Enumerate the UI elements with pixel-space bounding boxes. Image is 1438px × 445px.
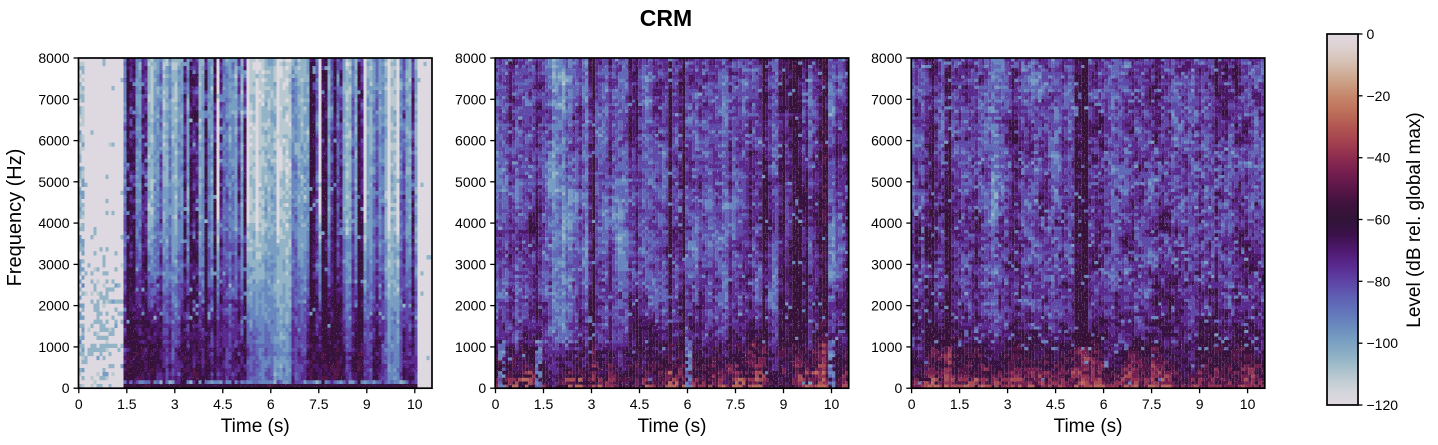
svg-text:2000: 2000 [38, 298, 69, 314]
svg-text:7.5: 7.5 [309, 396, 329, 412]
svg-text:9: 9 [780, 396, 788, 412]
svg-text:7.5: 7.5 [726, 396, 746, 412]
svg-text:7.5: 7.5 [1142, 396, 1162, 412]
svg-text:−80: −80 [1367, 273, 1391, 289]
svg-text:3000: 3000 [455, 256, 486, 272]
svg-text:2000: 2000 [871, 298, 902, 314]
svg-text:5000: 5000 [871, 174, 902, 190]
svg-text:8000: 8000 [38, 50, 69, 66]
svg-text:0: 0 [1367, 26, 1375, 42]
svg-text:−60: −60 [1367, 212, 1391, 228]
svg-text:1000: 1000 [38, 339, 69, 355]
svg-text:6: 6 [1100, 396, 1108, 412]
svg-text:Time (s): Time (s) [637, 416, 706, 437]
svg-text:4.5: 4.5 [630, 396, 650, 412]
svg-text:4000: 4000 [871, 215, 902, 231]
svg-text:9: 9 [1196, 396, 1204, 412]
svg-text:7000: 7000 [38, 91, 69, 107]
svg-text:6000: 6000 [455, 133, 486, 149]
svg-text:3: 3 [588, 396, 596, 412]
svg-text:0: 0 [908, 396, 916, 412]
svg-text:Level (dB rel. global max): Level (dB rel. global max) [1404, 112, 1425, 327]
svg-text:−100: −100 [1367, 335, 1399, 351]
svg-text:Frequency (Hz): Frequency (Hz) [4, 149, 26, 287]
svg-text:9: 9 [363, 396, 371, 412]
svg-text:−120: −120 [1367, 397, 1399, 413]
svg-text:4000: 4000 [38, 215, 69, 231]
svg-text:0: 0 [492, 396, 500, 412]
svg-text:8000: 8000 [871, 50, 902, 66]
svg-text:6: 6 [267, 396, 275, 412]
svg-text:Time (s): Time (s) [221, 416, 290, 437]
svg-text:1000: 1000 [455, 339, 486, 355]
svg-text:−20: −20 [1367, 88, 1391, 104]
svg-text:10: 10 [824, 396, 840, 412]
svg-text:3: 3 [1004, 396, 1012, 412]
svg-text:6000: 6000 [38, 133, 69, 149]
svg-text:1.5: 1.5 [117, 396, 137, 412]
svg-text:CRM: CRM [640, 5, 692, 31]
svg-text:3000: 3000 [871, 256, 902, 272]
svg-text:5000: 5000 [38, 174, 69, 190]
svg-text:0: 0 [75, 396, 83, 412]
svg-text:7000: 7000 [871, 91, 902, 107]
svg-text:−40: −40 [1367, 150, 1391, 166]
svg-text:3: 3 [171, 396, 179, 412]
svg-text:10: 10 [407, 396, 423, 412]
svg-text:0: 0 [478, 380, 486, 396]
svg-text:1.5: 1.5 [950, 396, 970, 412]
svg-text:10: 10 [1240, 396, 1256, 412]
svg-text:3000: 3000 [38, 256, 69, 272]
svg-text:0: 0 [895, 380, 903, 396]
svg-text:1000: 1000 [871, 339, 902, 355]
svg-text:7000: 7000 [455, 91, 486, 107]
svg-text:8000: 8000 [455, 50, 486, 66]
svg-text:4.5: 4.5 [1046, 396, 1066, 412]
svg-text:0: 0 [62, 380, 70, 396]
svg-text:5000: 5000 [455, 174, 486, 190]
svg-text:2000: 2000 [455, 298, 486, 314]
svg-text:6: 6 [684, 396, 692, 412]
svg-text:4000: 4000 [455, 215, 486, 231]
svg-text:Time (s): Time (s) [1054, 416, 1123, 437]
svg-text:1.5: 1.5 [534, 396, 554, 412]
svg-text:6000: 6000 [871, 133, 902, 149]
svg-text:4.5: 4.5 [213, 396, 233, 412]
